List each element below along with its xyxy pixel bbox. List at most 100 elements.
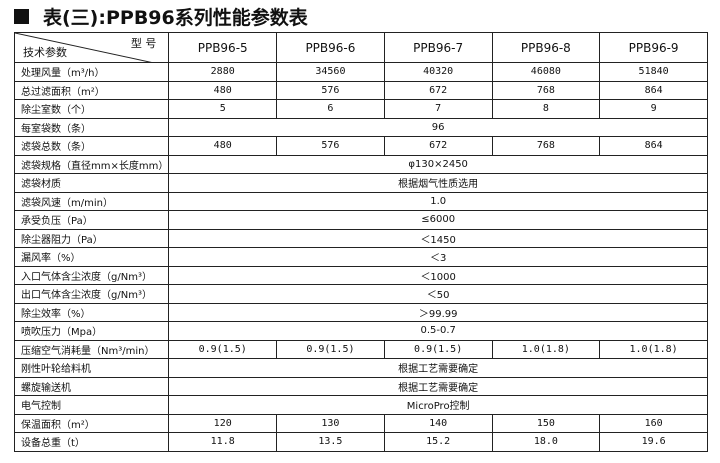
diagonal-header-cell: 型 号 技术参数: [13, 32, 170, 63]
table-row: 滤袋材质 根据烟气性质选用: [13, 173, 708, 193]
value-cell: 8: [491, 99, 601, 119]
table-row: 保温面积（m²） 120 130 140 150 160: [13, 413, 708, 433]
value-cell: 672: [383, 80, 493, 100]
row-label: 滤袋风速（m/min）: [13, 191, 170, 211]
param-label: 技术参数: [23, 46, 67, 59]
table-row: 出口气体含尘浓度（g/Nm³） ＜50: [13, 284, 708, 304]
table-row: 喷吹压力（Mpa） 0.5-0.7: [13, 321, 708, 341]
parameter-table: 型 号 技术参数 PPB96-5 PPB96-6 PPB96-7 PPB96-8…: [13, 32, 708, 452]
merged-value: 96: [168, 117, 708, 137]
row-label: 出口气体含尘浓度（g/Nm³）: [13, 284, 170, 304]
value-cell: 7: [383, 99, 493, 119]
value-cell: 0.9(1.5): [276, 339, 385, 359]
value-cell: 768: [491, 80, 601, 100]
merged-value: ＜1000: [168, 265, 708, 285]
table-row: 漏风率（%） ＜3: [13, 247, 708, 267]
value-cell: 11.8: [168, 432, 278, 452]
row-label: 螺旋输送机: [13, 376, 170, 396]
value-cell: 19.6: [599, 432, 708, 452]
row-label: 除尘器阻力（Pa）: [13, 228, 170, 248]
table-row: 除尘室数（个） 5 6 7 8 9: [13, 99, 708, 119]
table-row: 除尘器阻力（Pa） ＜1450: [13, 228, 708, 248]
square-bullet-icon: [14, 9, 29, 24]
value-cell: 576: [276, 136, 385, 156]
value-cell: 130: [276, 413, 385, 433]
merged-value: φ130×2450: [168, 154, 708, 174]
value-cell: 1.0(1.8): [491, 339, 601, 359]
table-row: 滤袋总数（条） 480 576 672 768 864: [13, 136, 708, 156]
merged-value: 1.0: [168, 191, 708, 211]
table-row: 螺旋输送机 根据工艺需要确定: [13, 376, 708, 396]
value-cell: 13.5: [276, 432, 385, 452]
value-cell: 51840: [599, 62, 708, 82]
merged-value: ＜50: [168, 284, 708, 304]
value-cell: 6: [276, 99, 385, 119]
row-label: 压缩空气消耗量（Nm³/min）: [13, 339, 170, 359]
table-row: 入口气体含尘浓度（g/Nm³） ＜1000: [13, 265, 708, 285]
model-label: 型 号: [130, 37, 157, 50]
value-cell: 2880: [168, 62, 278, 82]
merged-value: 根据工艺需要确定: [168, 376, 708, 396]
table-row: 承受负压（Pa） ≤6000: [13, 210, 708, 230]
merged-value: ＜1450: [168, 228, 708, 248]
model-header: PPB96-8: [491, 32, 601, 63]
row-label: 保温面积（m²）: [13, 413, 170, 433]
row-label: 喷吹压力（Mpa）: [13, 321, 170, 341]
row-label: 刚性叶轮给料机: [13, 358, 170, 378]
row-label: 电气控制: [13, 395, 170, 415]
row-label: 承受负压（Pa）: [13, 210, 170, 230]
table-row: 设备总重（t） 11.8 13.5 15.2 18.0 19.6: [13, 432, 708, 452]
value-cell: 480: [168, 136, 278, 156]
value-cell: 120: [168, 413, 278, 433]
value-cell: 5: [168, 99, 278, 119]
row-label: 漏风率（%）: [13, 247, 170, 267]
value-cell: 864: [599, 80, 708, 100]
table-row: 每室袋数（条） 96: [13, 117, 708, 137]
value-cell: 34560: [276, 62, 385, 82]
row-label: 设备总重（t）: [13, 432, 170, 452]
table-row: 刚性叶轮给料机 根据工艺需要确定: [13, 358, 708, 378]
value-cell: 0.9(1.5): [168, 339, 278, 359]
merged-value: 0.5-0.7: [168, 321, 708, 341]
value-cell: 864: [599, 136, 708, 156]
value-cell: 140: [383, 413, 493, 433]
value-cell: 160: [599, 413, 708, 433]
row-label: 每室袋数（条）: [13, 117, 170, 137]
value-cell: 15.2: [383, 432, 493, 452]
value-cell: 0.9(1.5): [383, 339, 493, 359]
merged-value: ＞99.99: [168, 302, 708, 322]
value-cell: 9: [599, 99, 708, 119]
value-cell: 480: [168, 80, 278, 100]
diagonal-line-icon: [15, 33, 154, 63]
merged-value: ≤6000: [168, 210, 708, 230]
row-label: 滤袋总数（条）: [13, 136, 170, 156]
value-cell: 672: [383, 136, 493, 156]
row-label: 滤袋规格（直径mm×长度mm）: [13, 154, 170, 174]
row-label: 除尘室数（个）: [13, 99, 170, 119]
merged-value: ＜3: [168, 247, 708, 267]
table-row: 滤袋风速（m/min） 1.0: [13, 191, 708, 211]
value-cell: 150: [491, 413, 601, 433]
table-row: 电气控制 MicroPro控制: [13, 395, 708, 415]
title-text: 表(三):PPB96系列性能参数表: [43, 7, 308, 29]
row-label: 除尘效率（%）: [13, 302, 170, 322]
value-cell: 768: [491, 136, 601, 156]
value-cell: 46080: [491, 62, 601, 82]
row-label: 入口气体含尘浓度（g/Nm³）: [13, 265, 170, 285]
value-cell: 576: [276, 80, 385, 100]
merged-value: MicroPro控制: [168, 395, 708, 415]
table-row: 处理风量（m³/h） 2880 34560 40320 46080 51840: [13, 62, 708, 82]
header-row: 型 号 技术参数 PPB96-5 PPB96-6 PPB96-7 PPB96-8…: [13, 32, 708, 63]
row-label: 总过滤面积（m²）: [13, 80, 170, 100]
table-row: 压缩空气消耗量（Nm³/min） 0.9(1.5) 0.9(1.5) 0.9(1.5)…: [13, 339, 708, 359]
model-header: PPB96-7: [383, 32, 493, 63]
row-label: 处理风量（m³/h）: [13, 62, 170, 82]
row-label: 滤袋材质: [13, 173, 170, 193]
value-cell: 1.0(1.8): [599, 339, 708, 359]
model-header: PPB96-9: [599, 32, 708, 63]
merged-value: 根据工艺需要确定: [168, 358, 708, 378]
table-title: 表(三):PPB96系列性能参数表: [14, 3, 308, 30]
merged-value: 根据烟气性质选用: [168, 173, 708, 193]
value-cell: 18.0: [491, 432, 601, 452]
table-row: 滤袋规格（直径mm×长度mm） φ130×2450: [13, 154, 708, 174]
